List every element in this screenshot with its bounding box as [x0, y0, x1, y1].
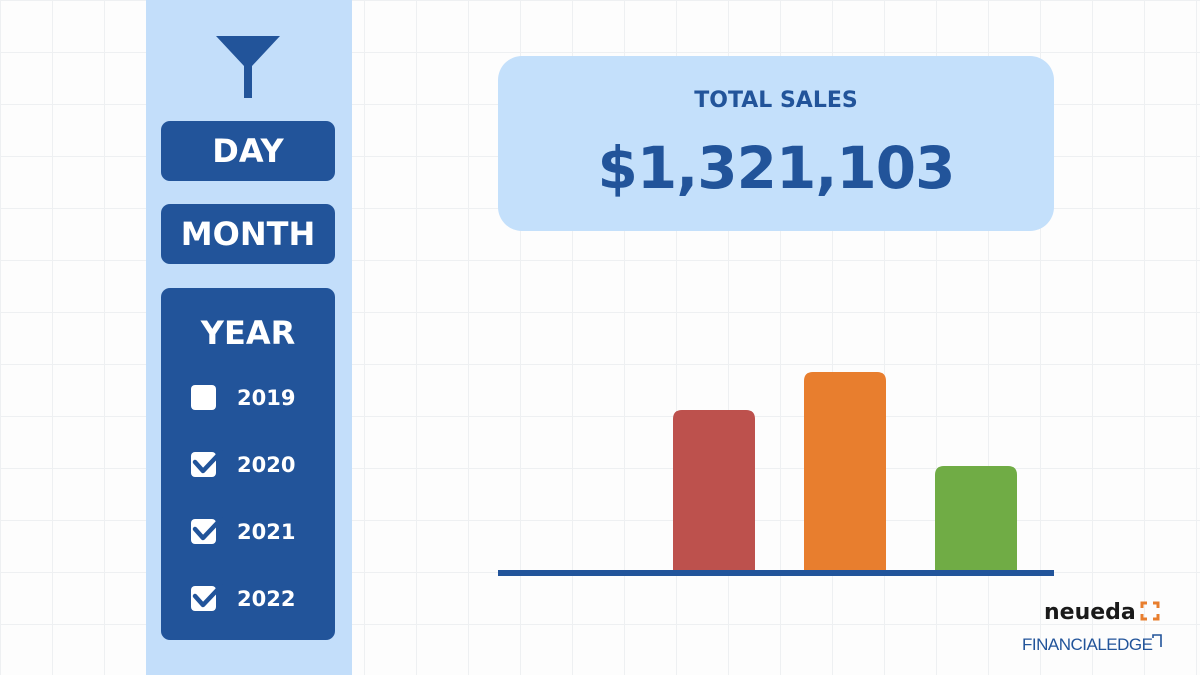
- year-option-2020[interactable]: 2020: [191, 449, 321, 480]
- bar-2020: [673, 410, 755, 570]
- year-option-label: 2020: [237, 453, 296, 477]
- year-option-label: 2021: [237, 520, 296, 544]
- checkmark-icon: [192, 516, 224, 541]
- year-option-2021[interactable]: 2021: [191, 516, 321, 547]
- bar-2022: [935, 466, 1017, 570]
- total-sales-title: TOTAL SALES: [694, 88, 858, 113]
- sales-bar-chart: [498, 372, 1054, 576]
- month-filter-button[interactable]: MONTH: [161, 204, 335, 264]
- checkbox-2022[interactable]: [191, 583, 224, 611]
- checkmark-icon: [192, 583, 224, 608]
- checkbox-2021[interactable]: [191, 516, 224, 544]
- checkmark-icon: [192, 449, 224, 474]
- neueda-logo: neueda: [1044, 600, 1160, 625]
- year-filter-panel: YEAR 2019 2020 2021: [161, 288, 335, 640]
- day-filter-button[interactable]: DAY: [161, 121, 335, 181]
- bracket-icon: [1140, 601, 1160, 621]
- year-option-label: 2022: [237, 587, 296, 611]
- year-filter-title: YEAR: [200, 314, 296, 352]
- neueda-logo-text: neueda: [1044, 600, 1136, 625]
- filter-funnel-icon: [216, 36, 280, 98]
- bar-2021: [804, 372, 886, 570]
- filter-sidebar: DAY MONTH YEAR 2019 2020 2021: [146, 0, 352, 675]
- chart-baseline: [498, 570, 1054, 576]
- year-option-2022[interactable]: 2022: [191, 583, 321, 614]
- year-option-2019[interactable]: 2019: [191, 383, 321, 413]
- financial-edge-logo-text: FINANCIALEDGE: [1022, 635, 1153, 654]
- corner-mark-icon: [1152, 634, 1163, 647]
- checkbox-2019[interactable]: [191, 385, 216, 410]
- checkbox-2020[interactable]: [191, 449, 224, 477]
- total-sales-card: TOTAL SALES $1,321,103: [498, 56, 1054, 231]
- year-option-label: 2019: [237, 386, 296, 410]
- financial-edge-logo: FINANCIALEDGE: [1022, 634, 1163, 655]
- total-sales-value: $1,321,103: [597, 134, 956, 202]
